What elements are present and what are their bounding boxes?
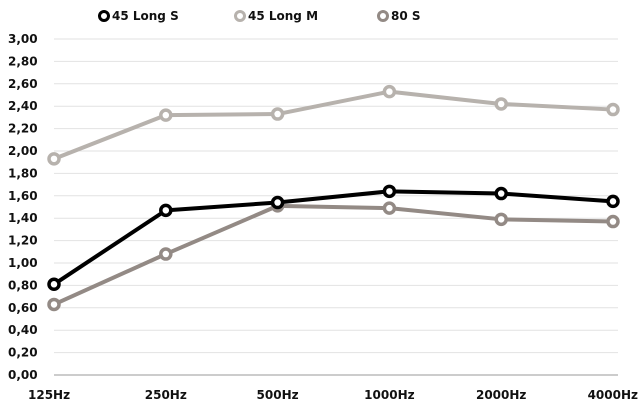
data-point xyxy=(47,277,61,292)
y-tick-label: 2,60 xyxy=(8,77,38,91)
y-tick-label: 1,20 xyxy=(8,234,38,248)
legend-item: 45 Long M xyxy=(234,9,318,23)
x-axis-ticks: 125Hz 250Hz 500Hz 1000Hz 2000Hz 4000Hz xyxy=(28,388,638,402)
y-tick-label: 2,20 xyxy=(8,122,38,136)
data-point xyxy=(494,97,508,111)
x-tick-label: 2000Hz xyxy=(476,388,526,402)
series-line xyxy=(53,203,614,307)
legend-label: 80 S xyxy=(391,9,421,23)
y-tick-label: 1,00 xyxy=(8,256,38,270)
legend-label: 45 Long M xyxy=(248,9,318,23)
y-tick-label: 0,00 xyxy=(8,368,38,382)
x-tick-label: 1000Hz xyxy=(364,388,414,402)
data-point xyxy=(159,108,173,122)
y-axis-ticks: 0,00 0,20 0,40 0,60 0,80 1,00 1,20 1,40 1,60 1,80… xyxy=(8,32,38,382)
x-tick-label: 500Hz xyxy=(257,388,299,402)
x-tick-label: 125Hz xyxy=(28,388,70,402)
y-tick-label: 0,20 xyxy=(8,346,38,360)
data-point xyxy=(606,214,620,229)
legend-item: 80 S xyxy=(377,9,421,23)
data-point xyxy=(382,84,397,99)
data-point xyxy=(494,212,508,227)
series-line xyxy=(53,89,614,161)
y-tick-label: 1,40 xyxy=(8,211,38,225)
series-80-s xyxy=(47,199,620,312)
legend-marker xyxy=(234,10,246,22)
legend: 45 Long S 45 Long M 80 S xyxy=(98,9,421,23)
data-point xyxy=(159,247,173,261)
y-tick-label: 2,40 xyxy=(8,99,38,113)
legend-label: 45 Long S xyxy=(112,9,179,23)
series-line xyxy=(52,189,614,286)
legend-item: 45 Long S xyxy=(98,9,179,23)
y-tick-label: 2,00 xyxy=(8,144,38,158)
x-tick-label: 4000Hz xyxy=(588,388,638,402)
data-point xyxy=(382,201,397,215)
y-tick-label: 2,80 xyxy=(8,54,38,68)
y-tick-label: 1,60 xyxy=(8,189,38,203)
legend-marker xyxy=(377,10,389,22)
data-point xyxy=(606,102,620,117)
y-tick-label: 1,80 xyxy=(8,166,38,180)
series-lines xyxy=(47,84,620,312)
y-tick-label: 3,00 xyxy=(8,32,38,46)
data-point xyxy=(47,152,61,166)
data-point xyxy=(47,297,61,312)
series-45-long-m xyxy=(47,84,620,166)
data-point xyxy=(606,194,620,209)
data-point xyxy=(159,203,173,218)
y-tick-label: 0,60 xyxy=(8,301,38,315)
data-point xyxy=(494,186,508,201)
legend-marker xyxy=(98,10,110,22)
data-point xyxy=(382,184,397,199)
data-point xyxy=(270,107,285,121)
data-point xyxy=(270,195,285,210)
series-45-long-s xyxy=(47,184,620,292)
x-tick-label: 250Hz xyxy=(145,388,187,402)
y-tick-label: 0,80 xyxy=(8,278,38,292)
y-tick-label: 0,40 xyxy=(8,323,38,337)
